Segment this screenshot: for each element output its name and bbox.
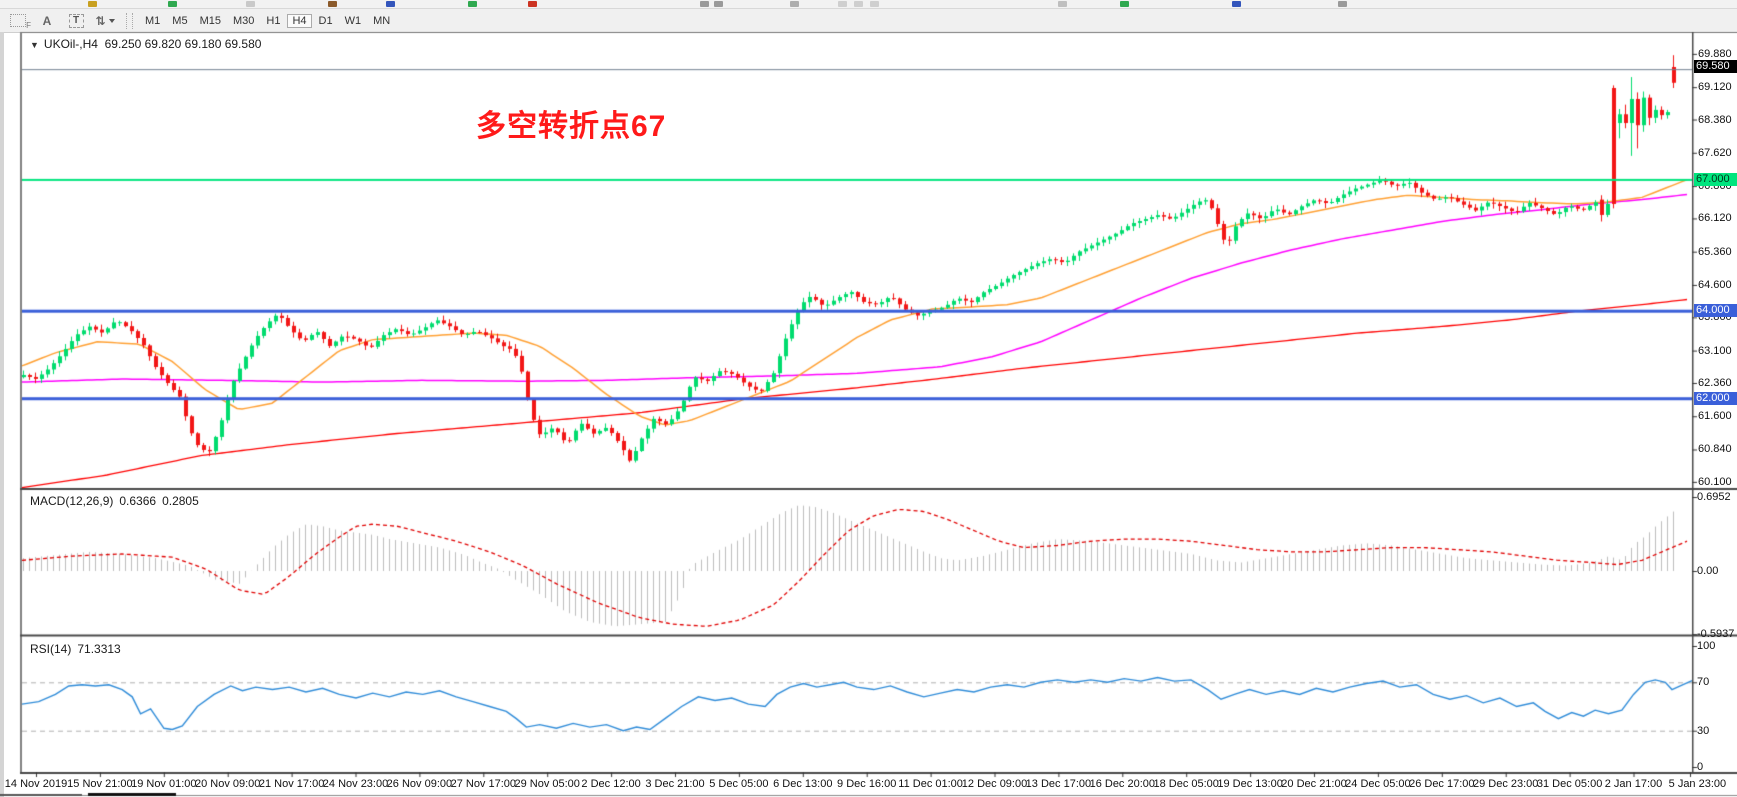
time-axis-label: 21 Nov 17:00: [258, 778, 325, 790]
time-axis-label: 26 Nov 09:00: [386, 778, 453, 790]
time-axis-label: 29 Dec 23:00: [1472, 778, 1539, 790]
rsi-axis-label: 100: [1697, 640, 1716, 652]
price-axis-label: 60.840: [1698, 443, 1732, 456]
price-badge: 67.000: [1694, 172, 1737, 186]
macd-axis-label: -0.5937: [1697, 628, 1735, 641]
time-axis-label: 3 Dec 21:00: [645, 778, 705, 790]
price-axis-label: 67.620: [1698, 146, 1732, 159]
time-axis-label: 20 Dec 21:00: [1281, 778, 1347, 790]
time-axis-label: 13 Dec 17:00: [1025, 778, 1092, 790]
time-axis-label: 11 Dec 01:00: [898, 778, 963, 790]
price-badge: 62.000: [1694, 391, 1737, 405]
price-axis-label: 68.380: [1698, 113, 1732, 126]
time-axis-label: 26 Dec 17:00: [1409, 778, 1475, 790]
time-axis-label: 19 Dec 13:00: [1217, 778, 1283, 790]
time-axis-label: 2 Dec 12:00: [581, 778, 641, 790]
rsi-panel-label: RSI(14) 71.3313: [30, 642, 121, 656]
time-axis-label: 19 Nov 01:00: [131, 778, 197, 790]
time-axis-label: 2 Jan 17:00: [1604, 778, 1663, 790]
time-axis-label: 16 Dec 20:00: [1089, 778, 1156, 790]
price-axis-label: 69.880: [1698, 47, 1732, 60]
price-badge: 64.000: [1694, 304, 1737, 318]
macd-axis-label: 0.00: [1697, 565, 1719, 577]
rsi-axis-label: 0: [1697, 761, 1704, 773]
price-axis-label: 65.360: [1698, 245, 1732, 258]
time-axis-label: 29 Nov 05:00: [514, 778, 580, 790]
rsi-axis-label: 70: [1697, 676, 1710, 689]
time-axis-label: 27 Nov 17:00: [450, 778, 517, 790]
time-axis-label: 6 Dec 13:00: [773, 778, 833, 790]
price-axis-label: 61.600: [1698, 410, 1732, 423]
time-axis-label: 5 Dec 05:00: [709, 778, 769, 790]
price-axis-label: 66.120: [1698, 212, 1732, 225]
time-axis-label: 9 Dec 16:00: [837, 778, 897, 790]
price-axis-label: 63.100: [1698, 344, 1732, 357]
time-axis-label: 15 Nov 21:00: [67, 778, 133, 790]
rsi-axis-label: 30: [1697, 724, 1710, 737]
time-axis-label: 5 Jan 23:00: [1668, 778, 1727, 790]
symbol-ohlc-text: UKOil-,H4 69.250 69.820 69.180 69.580: [43, 37, 262, 51]
price-axis-label: 62.360: [1698, 376, 1732, 389]
time-axis-label: 18 Dec 05:00: [1153, 778, 1219, 790]
chart-annotation-text: 多空转折点67: [476, 110, 667, 143]
time-axis-label: 20 Nov 09:00: [194, 778, 261, 790]
time-axis-label: 24 Dec 05:00: [1345, 778, 1411, 790]
price-axis-label: 69.120: [1698, 81, 1732, 94]
price-axis-label: 60.100: [1698, 475, 1732, 488]
chart-symbol-header[interactable]: ▼ UKOil-,H4 69.250 69.820 69.180 69.580: [30, 37, 261, 51]
time-axis-label: 24 Nov 23:00: [322, 778, 389, 790]
price-axis-label: 64.600: [1698, 278, 1732, 291]
macd-axis-label: 0.6952: [1697, 491, 1731, 504]
time-axis-label: 14 Nov 2019: [4, 778, 68, 790]
macd-panel-label: MACD(12,26,9) 0.6366 0.2805: [30, 494, 199, 508]
price-badge: 69.580: [1694, 60, 1737, 73]
time-axis-label: 12 Dec 09:00: [961, 778, 1028, 790]
time-axis-label: 31 Dec 05:00: [1536, 778, 1603, 790]
chevron-down-icon[interactable]: ▼: [30, 40, 39, 50]
